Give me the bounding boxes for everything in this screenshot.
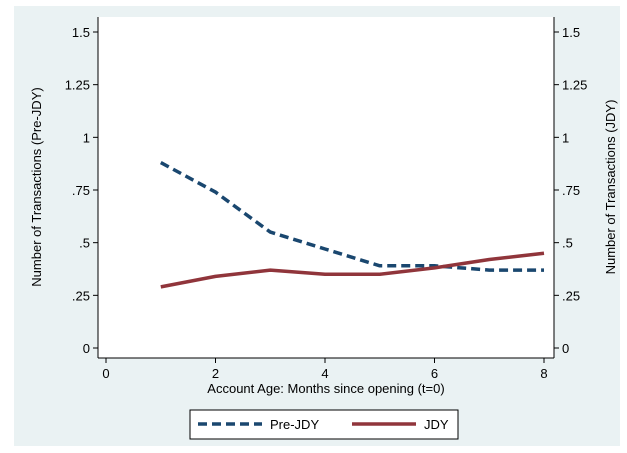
y-tick-label-right: 1 (562, 130, 569, 145)
legend: Pre-JDY JDY (189, 409, 459, 440)
y-tick-label-right: 1.5 (562, 25, 580, 40)
x-tick-label: 8 (540, 366, 547, 381)
y-tick-label-left: 0 (83, 341, 90, 356)
series-line-pre-jdy (159, 161, 544, 272)
y-tick-label-right: .5 (562, 236, 573, 251)
y-tick-label-right: 0 (562, 341, 569, 356)
y-tick-label-left: .5 (79, 236, 90, 251)
y-tick-label-left: 1.25 (65, 78, 90, 93)
y-tick-label-right: .75 (562, 183, 580, 198)
y-tick-label-left: 1 (83, 130, 90, 145)
y-axis-label-right: Number of Transactions (JDY) (603, 100, 618, 275)
x-tick-label: 6 (431, 366, 438, 381)
series-layer (159, 161, 545, 289)
x-tick-label: 4 (321, 366, 328, 381)
y-tick-label-left: .25 (72, 288, 90, 303)
legend-label-pre-jdy: Pre-JDY (270, 417, 319, 432)
series-line-jdy (160, 251, 545, 289)
x-tick-label: 0 (102, 366, 109, 381)
y-tick-label-right: 1.25 (562, 78, 587, 93)
y-axis-label-left: Number of Transactions (Pre-JDY) (29, 87, 44, 286)
y-tick-label-left: .75 (72, 183, 90, 198)
right-y-axis: 0 .25 .5 .75 1 1.25 1.5 (553, 17, 587, 358)
left-y-axis: 0 .25 .5 .75 1 1.25 1.5 (65, 17, 99, 358)
plot-area (98, 17, 554, 358)
y-tick-label-right: .25 (562, 288, 580, 303)
x-tick-label: 2 (212, 366, 219, 381)
x-axis-label: Account Age: Months since opening (t=0) (207, 381, 444, 396)
y-tick-label-left: 1.5 (72, 25, 90, 40)
x-axis: 0 2 4 6 8 (98, 357, 554, 381)
legend-label-jdy: JDY (424, 417, 449, 432)
